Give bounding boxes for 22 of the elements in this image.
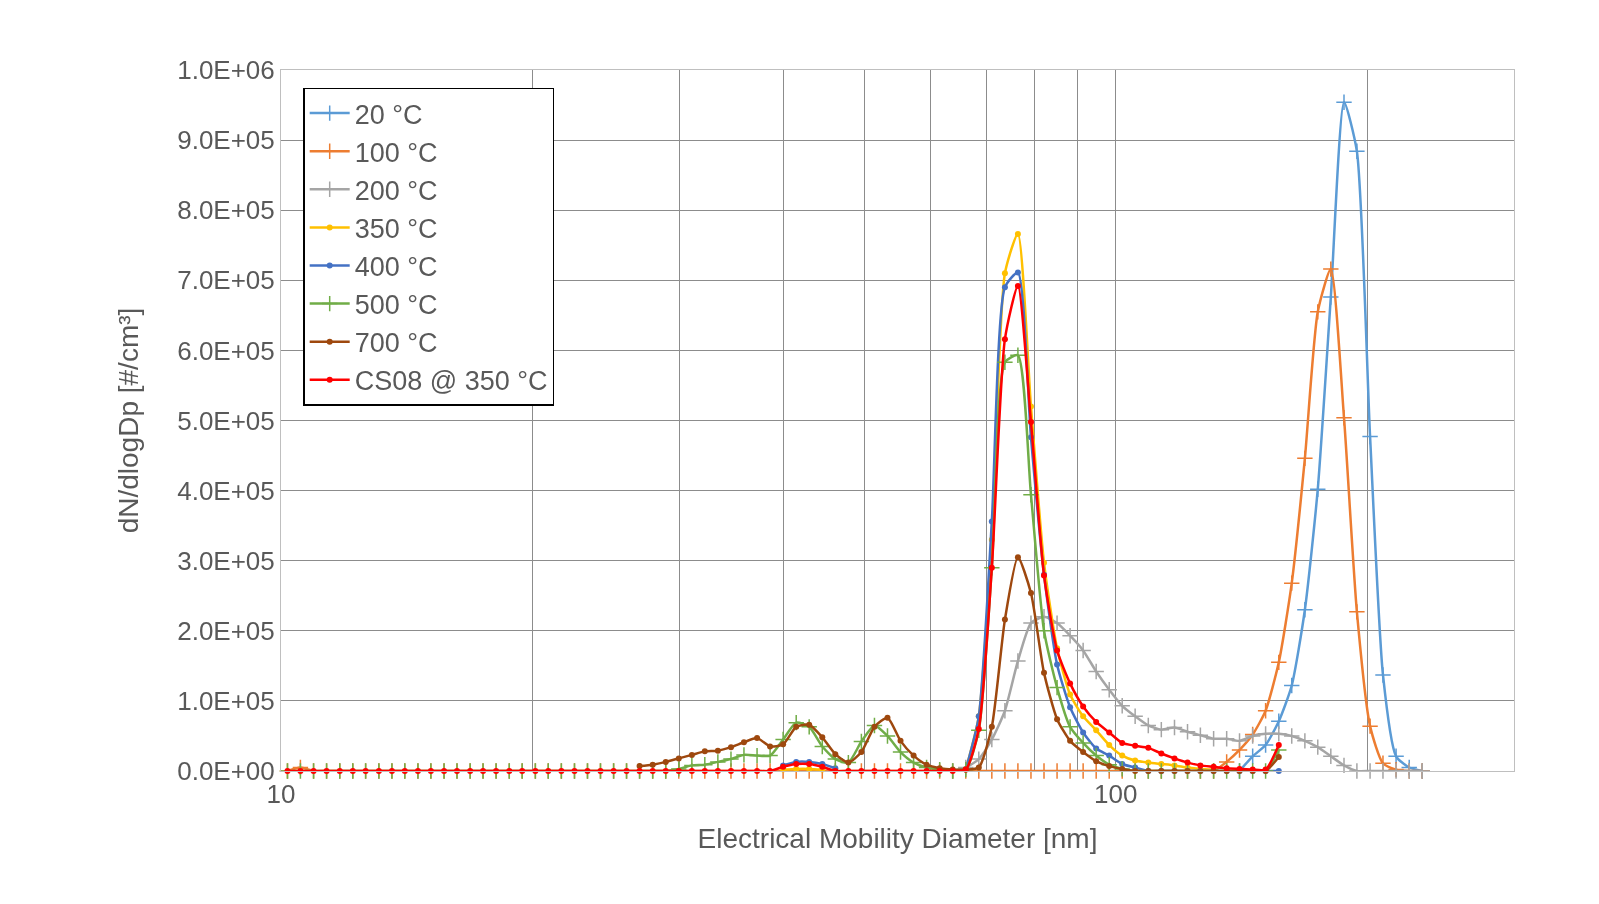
- y-tick-label: 1.0E+05: [177, 686, 275, 716]
- legend-label: 200 °C: [354, 175, 438, 206]
- legend-label: 100 °C: [354, 137, 438, 168]
- legend-label: CS08 @ 350 °C: [354, 366, 548, 397]
- y-tick-label: 6.0E+05: [177, 335, 275, 366]
- legend-label: 20 °C: [354, 99, 423, 130]
- y-tick-label: 7.0E+05: [177, 265, 275, 296]
- y-tick-label: 2.0E+05: [177, 615, 275, 646]
- legend-label: 700 °C: [354, 328, 438, 359]
- y-tick-label: 4.0E+05: [177, 475, 275, 506]
- y-tick-label: 1.0E+06: [177, 55, 275, 86]
- y-tick-label: 9.0E+05: [177, 125, 275, 156]
- legend-label: 400 °C: [354, 252, 438, 283]
- y-tick-label: 8.0E+05: [177, 195, 275, 226]
- x-tick-label: 10: [266, 779, 296, 810]
- legend-label: 350 °C: [354, 213, 438, 244]
- y-axis-title: dN/dlogDp [#/cm³]: [112, 307, 144, 534]
- y-tick-label: 3.0E+05: [177, 545, 275, 576]
- x-axis-title: Electrical Mobility Diameter [nm]: [697, 823, 1098, 855]
- legend-label: 500 °C: [354, 290, 438, 321]
- y-tick-label: 5.0E+05: [177, 405, 275, 436]
- x-tick-label: 100: [1094, 779, 1138, 810]
